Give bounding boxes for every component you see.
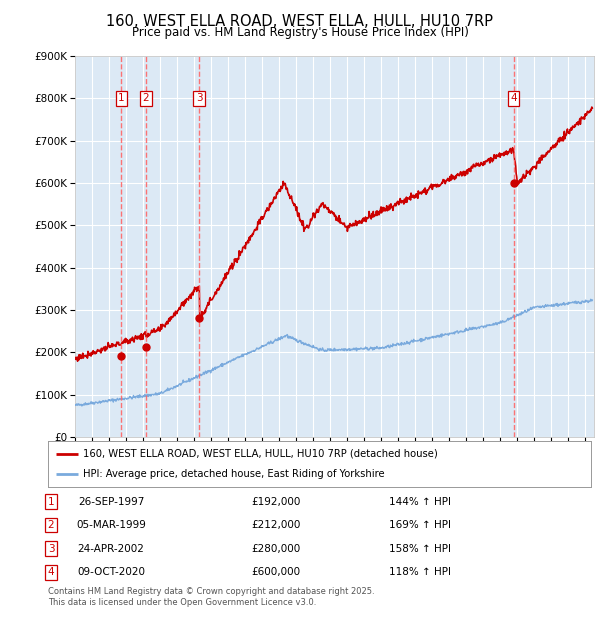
Text: 05-MAR-1999: 05-MAR-1999 — [76, 520, 146, 530]
Text: 1: 1 — [118, 93, 125, 103]
Text: 4: 4 — [47, 567, 55, 577]
Text: 24-APR-2002: 24-APR-2002 — [77, 544, 145, 554]
Text: Price paid vs. HM Land Registry's House Price Index (HPI): Price paid vs. HM Land Registry's House … — [131, 26, 469, 39]
Text: £280,000: £280,000 — [251, 544, 301, 554]
Text: 3: 3 — [196, 93, 203, 103]
Text: 144% ↑ HPI: 144% ↑ HPI — [389, 497, 451, 507]
Text: 160, WEST ELLA ROAD, WEST ELLA, HULL, HU10 7RP (detached house): 160, WEST ELLA ROAD, WEST ELLA, HULL, HU… — [83, 449, 438, 459]
Text: 158% ↑ HPI: 158% ↑ HPI — [389, 544, 451, 554]
Text: 1: 1 — [47, 497, 55, 507]
Text: 2: 2 — [47, 520, 55, 530]
Text: 2: 2 — [143, 93, 149, 103]
Text: 26-SEP-1997: 26-SEP-1997 — [78, 497, 144, 507]
Text: 169% ↑ HPI: 169% ↑ HPI — [389, 520, 451, 530]
Text: £212,000: £212,000 — [251, 520, 301, 530]
Text: Contains HM Land Registry data © Crown copyright and database right 2025.
This d: Contains HM Land Registry data © Crown c… — [48, 587, 374, 606]
Text: 118% ↑ HPI: 118% ↑ HPI — [389, 567, 451, 577]
Text: £192,000: £192,000 — [251, 497, 301, 507]
Text: 3: 3 — [47, 544, 55, 554]
Text: HPI: Average price, detached house, East Riding of Yorkshire: HPI: Average price, detached house, East… — [83, 469, 385, 479]
Text: 160, WEST ELLA ROAD, WEST ELLA, HULL, HU10 7RP: 160, WEST ELLA ROAD, WEST ELLA, HULL, HU… — [107, 14, 493, 29]
Text: 4: 4 — [510, 93, 517, 103]
Text: 09-OCT-2020: 09-OCT-2020 — [77, 567, 145, 577]
Text: £600,000: £600,000 — [251, 567, 301, 577]
